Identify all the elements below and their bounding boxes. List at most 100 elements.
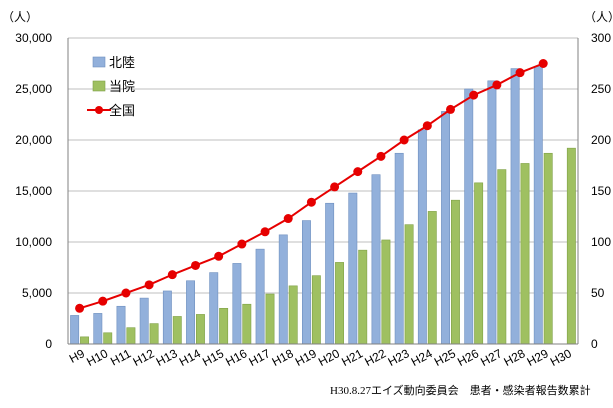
bars — [70, 66, 576, 345]
y2-tick-label: 100 — [591, 235, 611, 249]
bar-touin — [520, 163, 530, 345]
x-tick-label: H18 — [270, 346, 296, 369]
point-zenkoku — [214, 251, 224, 261]
national-line — [75, 59, 548, 313]
x-tick-label: H19 — [293, 346, 319, 369]
bar-touin — [474, 182, 484, 345]
point-zenkoku — [306, 197, 316, 207]
y2-tick-label: 0 — [591, 337, 598, 351]
bar-touin — [242, 303, 252, 345]
point-zenkoku — [492, 80, 502, 90]
bar-touin — [404, 224, 414, 345]
y-tick-label: 10,000 — [15, 235, 52, 249]
y-tick-label: 0 — [45, 337, 52, 351]
bar-hokuriku — [139, 297, 149, 345]
bar-hokuriku — [278, 234, 288, 345]
x-tick-label: H26 — [455, 346, 481, 369]
point-zenkoku — [422, 121, 432, 131]
y2-tick-label: 200 — [591, 133, 611, 147]
y2-tick-label: 150 — [591, 184, 611, 198]
legend-label: 当院 — [109, 79, 135, 94]
bar-hokuriku — [93, 313, 103, 345]
bar-touin — [381, 239, 391, 345]
bar-touin — [219, 307, 229, 345]
bar-hokuriku — [487, 80, 497, 345]
point-zenkoku — [538, 59, 548, 68]
y-tick-label: 25,000 — [15, 82, 52, 96]
source-note: H30.8.27エイズ動向委員会 患者・感染者報告数累計 — [330, 385, 591, 397]
bar-hokuriku — [464, 88, 474, 345]
bar-hokuriku — [348, 192, 358, 345]
y2-tick-label: 250 — [591, 82, 611, 96]
point-zenkoku — [75, 303, 85, 313]
point-zenkoku — [260, 227, 270, 237]
bar-touin — [358, 249, 368, 345]
right-axis-unit: （人） — [584, 10, 613, 24]
x-tick-label: H28 — [501, 346, 527, 369]
point-zenkoku — [353, 167, 363, 177]
x-tick-label: H13 — [154, 346, 180, 369]
point-zenkoku — [167, 270, 177, 280]
bar-touin — [149, 323, 159, 345]
bar-touin — [126, 327, 136, 345]
x-tick-label: H12 — [131, 346, 157, 369]
x-tick-label: H27 — [478, 346, 504, 369]
point-zenkoku — [98, 296, 108, 306]
bar-touin — [103, 332, 113, 345]
bar-hokuriku — [533, 66, 543, 345]
point-zenkoku — [515, 68, 525, 78]
x-tick-label: H9 — [67, 346, 87, 366]
bar-touin — [566, 147, 576, 345]
bar-hokuriku — [394, 152, 404, 345]
left-axis-unit: （人） — [2, 10, 38, 24]
x-tick-label: H16 — [223, 346, 249, 369]
bar-hokuriku — [70, 315, 80, 345]
bar-hokuriku — [255, 248, 265, 345]
legend-label: 全国 — [109, 103, 135, 118]
bar-touin — [427, 211, 437, 345]
point-zenkoku — [376, 151, 386, 161]
y-tick-label: 30,000 — [15, 31, 52, 45]
bar-touin — [311, 275, 321, 345]
bar-touin — [543, 152, 553, 345]
bar-hokuriku — [510, 68, 520, 345]
bar-hokuriku — [232, 263, 242, 345]
bar-hokuriku — [209, 272, 219, 345]
x-tick-label: H29 — [525, 346, 551, 369]
x-tick-label: H23 — [386, 346, 412, 369]
point-zenkoku — [121, 288, 131, 298]
x-tick-label: H14 — [177, 346, 203, 369]
bar-hokuriku — [325, 202, 335, 345]
legend-swatch — [92, 80, 106, 92]
x-tick-label: H10 — [84, 346, 110, 369]
point-zenkoku — [144, 280, 154, 290]
y2-tick-label: 300 — [591, 31, 611, 45]
bar-hokuriku — [186, 280, 195, 345]
bar-touin — [265, 293, 275, 345]
y-tick-label: 15,000 — [15, 184, 52, 198]
bar-hokuriku — [116, 305, 126, 345]
point-zenkoku — [446, 104, 455, 114]
x-tick-label: H24 — [409, 346, 435, 369]
legend-marker — [95, 106, 103, 114]
bar-touin — [172, 316, 182, 345]
legend-swatch — [92, 56, 106, 68]
bar-hokuriku — [417, 129, 427, 345]
bar-hokuriku — [162, 290, 172, 345]
x-tick-label: H25 — [432, 346, 458, 369]
bar-touin — [335, 262, 344, 345]
bar-touin — [450, 199, 460, 345]
point-zenkoku — [191, 260, 200, 270]
x-tick-label: H30 — [548, 346, 574, 369]
bar-hokuriku — [302, 220, 311, 345]
point-zenkoku — [469, 90, 479, 100]
point-zenkoku — [237, 239, 247, 249]
y-tick-label: 5,000 — [22, 286, 52, 300]
x-tick-label: H21 — [339, 346, 365, 369]
point-zenkoku — [399, 135, 409, 145]
bar-touin — [288, 285, 298, 345]
x-tick-label: H20 — [316, 346, 342, 369]
